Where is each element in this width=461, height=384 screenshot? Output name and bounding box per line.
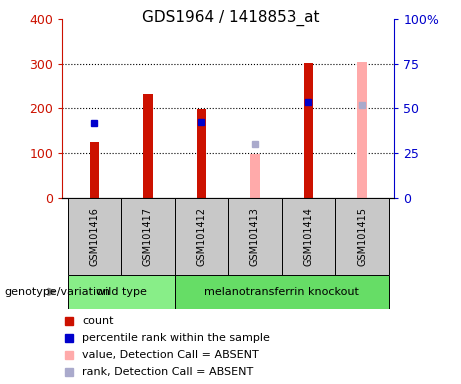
- Text: GSM101416: GSM101416: [89, 207, 100, 266]
- Bar: [143, 94, 153, 198]
- Bar: [89, 142, 99, 198]
- Bar: [68, 198, 121, 275]
- Text: value, Detection Call = ABSENT: value, Detection Call = ABSENT: [82, 350, 259, 360]
- Text: count: count: [82, 316, 114, 326]
- Bar: [228, 198, 282, 275]
- Bar: [250, 154, 260, 198]
- Bar: [196, 109, 206, 198]
- Text: wild type: wild type: [96, 287, 147, 297]
- Bar: [121, 198, 175, 275]
- Text: rank, Detection Call = ABSENT: rank, Detection Call = ABSENT: [82, 367, 254, 377]
- Bar: [304, 63, 313, 198]
- Text: percentile rank within the sample: percentile rank within the sample: [82, 333, 270, 343]
- Bar: [282, 198, 335, 275]
- Bar: [68, 275, 175, 309]
- Text: GSM101415: GSM101415: [357, 207, 367, 266]
- Text: melanotransferrin knockout: melanotransferrin knockout: [204, 287, 359, 297]
- Bar: [335, 198, 389, 275]
- Text: genotype/variation: genotype/variation: [5, 287, 111, 297]
- Bar: [175, 198, 228, 275]
- Text: GDS1964 / 1418853_at: GDS1964 / 1418853_at: [142, 10, 319, 26]
- Bar: [175, 275, 389, 309]
- Text: GSM101417: GSM101417: [143, 207, 153, 266]
- Text: GSM101413: GSM101413: [250, 207, 260, 266]
- Text: GSM101414: GSM101414: [303, 207, 313, 266]
- Bar: [357, 61, 367, 198]
- Text: GSM101412: GSM101412: [196, 207, 207, 266]
